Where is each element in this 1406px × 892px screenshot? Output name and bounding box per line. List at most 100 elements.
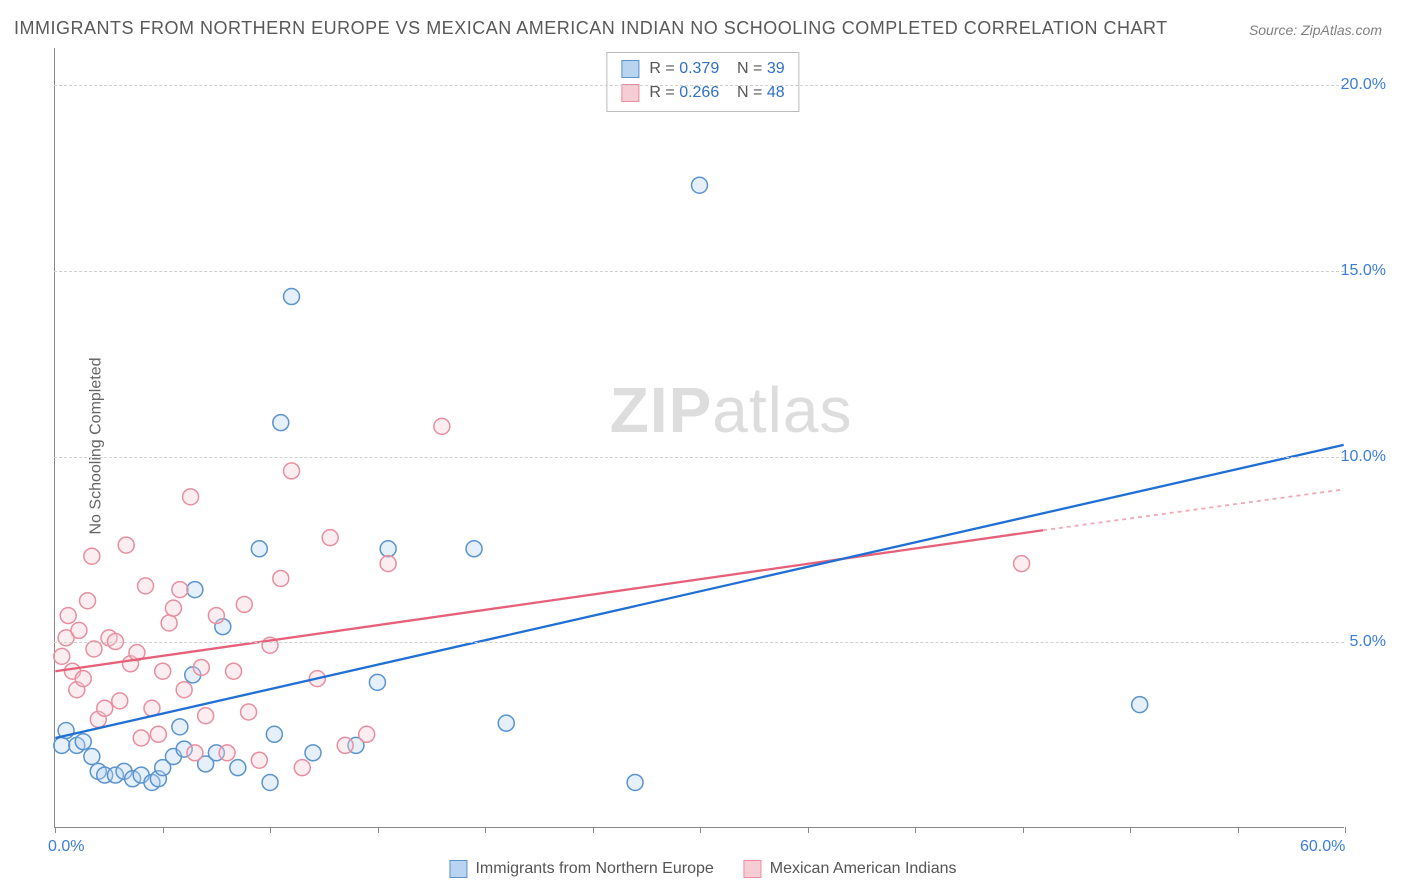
series-legend: Immigrants from Northern Europe Mexican …: [449, 860, 956, 878]
data-point-pink: [359, 726, 375, 742]
data-point-pink: [118, 537, 134, 553]
data-point-pink: [198, 708, 214, 724]
data-point-blue: [369, 674, 385, 690]
data-point-blue: [54, 737, 70, 753]
data-point-pink: [54, 648, 70, 664]
data-point-pink: [138, 578, 154, 594]
data-point-pink: [97, 700, 113, 716]
x-tick: [915, 827, 916, 833]
data-point-pink: [208, 608, 224, 624]
x-tick: [1130, 827, 1131, 833]
chart-title: IMMIGRANTS FROM NORTHERN EUROPE VS MEXIC…: [14, 18, 1168, 39]
x-tick: [163, 827, 164, 833]
y-tick-label: 15.0%: [1341, 262, 1386, 280]
data-point-pink: [226, 663, 242, 679]
data-point-pink: [434, 418, 450, 434]
gridline: [54, 642, 1344, 643]
data-point-blue: [466, 541, 482, 557]
x-tick: [55, 827, 56, 833]
data-point-pink: [80, 593, 96, 609]
data-point-pink: [284, 463, 300, 479]
r-label-blue: R = 0.379 N = 39: [649, 57, 784, 81]
y-tick-label: 20.0%: [1341, 76, 1386, 94]
x-end-label: 60.0%: [1300, 838, 1345, 856]
data-point-pink: [273, 570, 289, 586]
data-point-pink: [337, 737, 353, 753]
swatch-pink-icon: [621, 84, 639, 102]
data-point-pink: [236, 596, 252, 612]
source-value: ZipAtlas.com: [1301, 22, 1382, 38]
data-point-pink: [176, 682, 192, 698]
data-point-pink: [1014, 556, 1030, 572]
data-point-pink: [193, 660, 209, 676]
data-point-blue: [172, 719, 188, 735]
data-point-blue: [692, 177, 708, 193]
source-citation: Source: ZipAtlas.com: [1249, 22, 1382, 38]
data-point-pink: [84, 548, 100, 564]
data-point-pink: [75, 671, 91, 687]
y-tick-label: 5.0%: [1350, 633, 1386, 651]
data-point-blue: [273, 415, 289, 431]
data-point-pink: [241, 704, 257, 720]
trend-line: [1043, 489, 1344, 530]
plot-area: [54, 48, 1344, 828]
trend-line: [55, 445, 1343, 738]
correlation-row-blue: R = 0.379 N = 39: [621, 57, 784, 81]
data-point-blue: [380, 541, 396, 557]
chart-container: IMMIGRANTS FROM NORTHERN EUROPE VS MEXIC…: [0, 0, 1406, 892]
data-point-pink: [155, 663, 171, 679]
correlation-legend: R = 0.379 N = 39 R = 0.266 N = 48: [606, 52, 799, 112]
x-tick: [485, 827, 486, 833]
data-point-blue: [262, 774, 278, 790]
data-point-pink: [183, 489, 199, 505]
data-point-pink: [219, 745, 235, 761]
data-point-blue: [627, 774, 643, 790]
data-point-blue: [84, 749, 100, 765]
data-point-pink: [60, 608, 76, 624]
legend-label-pink: Mexican American Indians: [770, 860, 957, 878]
data-point-pink: [187, 745, 203, 761]
legend-label-blue: Immigrants from Northern Europe: [475, 860, 713, 878]
x-tick: [700, 827, 701, 833]
x-tick: [378, 827, 379, 833]
x-tick: [593, 827, 594, 833]
legend-swatch-blue-icon: [449, 860, 467, 878]
data-point-pink: [165, 600, 181, 616]
data-point-blue: [251, 541, 267, 557]
data-point-pink: [133, 730, 149, 746]
data-point-pink: [172, 582, 188, 598]
data-point-pink: [150, 726, 166, 742]
x-tick: [1238, 827, 1239, 833]
trend-line: [55, 530, 1043, 671]
x-tick: [270, 827, 271, 833]
data-point-blue: [266, 726, 282, 742]
data-point-pink: [251, 752, 267, 768]
x-tick: [808, 827, 809, 833]
y-tick-label: 10.0%: [1341, 448, 1386, 466]
data-point-pink: [161, 615, 177, 631]
data-point-pink: [112, 693, 128, 709]
data-point-blue: [187, 582, 203, 598]
legend-swatch-pink-icon: [744, 860, 762, 878]
data-point-pink: [86, 641, 102, 657]
gridline: [54, 271, 1344, 272]
x-tick: [1345, 827, 1346, 833]
source-label: Source:: [1249, 22, 1297, 38]
plot-svg: [55, 48, 1344, 827]
legend-item-blue: Immigrants from Northern Europe: [449, 860, 713, 878]
data-point-blue: [498, 715, 514, 731]
data-point-blue: [230, 760, 246, 776]
data-point-blue: [284, 289, 300, 305]
data-point-blue: [1132, 697, 1148, 713]
data-point-pink: [322, 530, 338, 546]
data-point-pink: [380, 556, 396, 572]
legend-item-pink: Mexican American Indians: [744, 860, 957, 878]
data-point-pink: [294, 760, 310, 776]
x-origin-label: 0.0%: [48, 838, 84, 856]
data-point-blue: [75, 734, 91, 750]
x-tick: [1023, 827, 1024, 833]
gridline: [54, 85, 1344, 86]
gridline: [54, 457, 1344, 458]
data-point-pink: [71, 622, 87, 638]
swatch-blue-icon: [621, 60, 639, 78]
